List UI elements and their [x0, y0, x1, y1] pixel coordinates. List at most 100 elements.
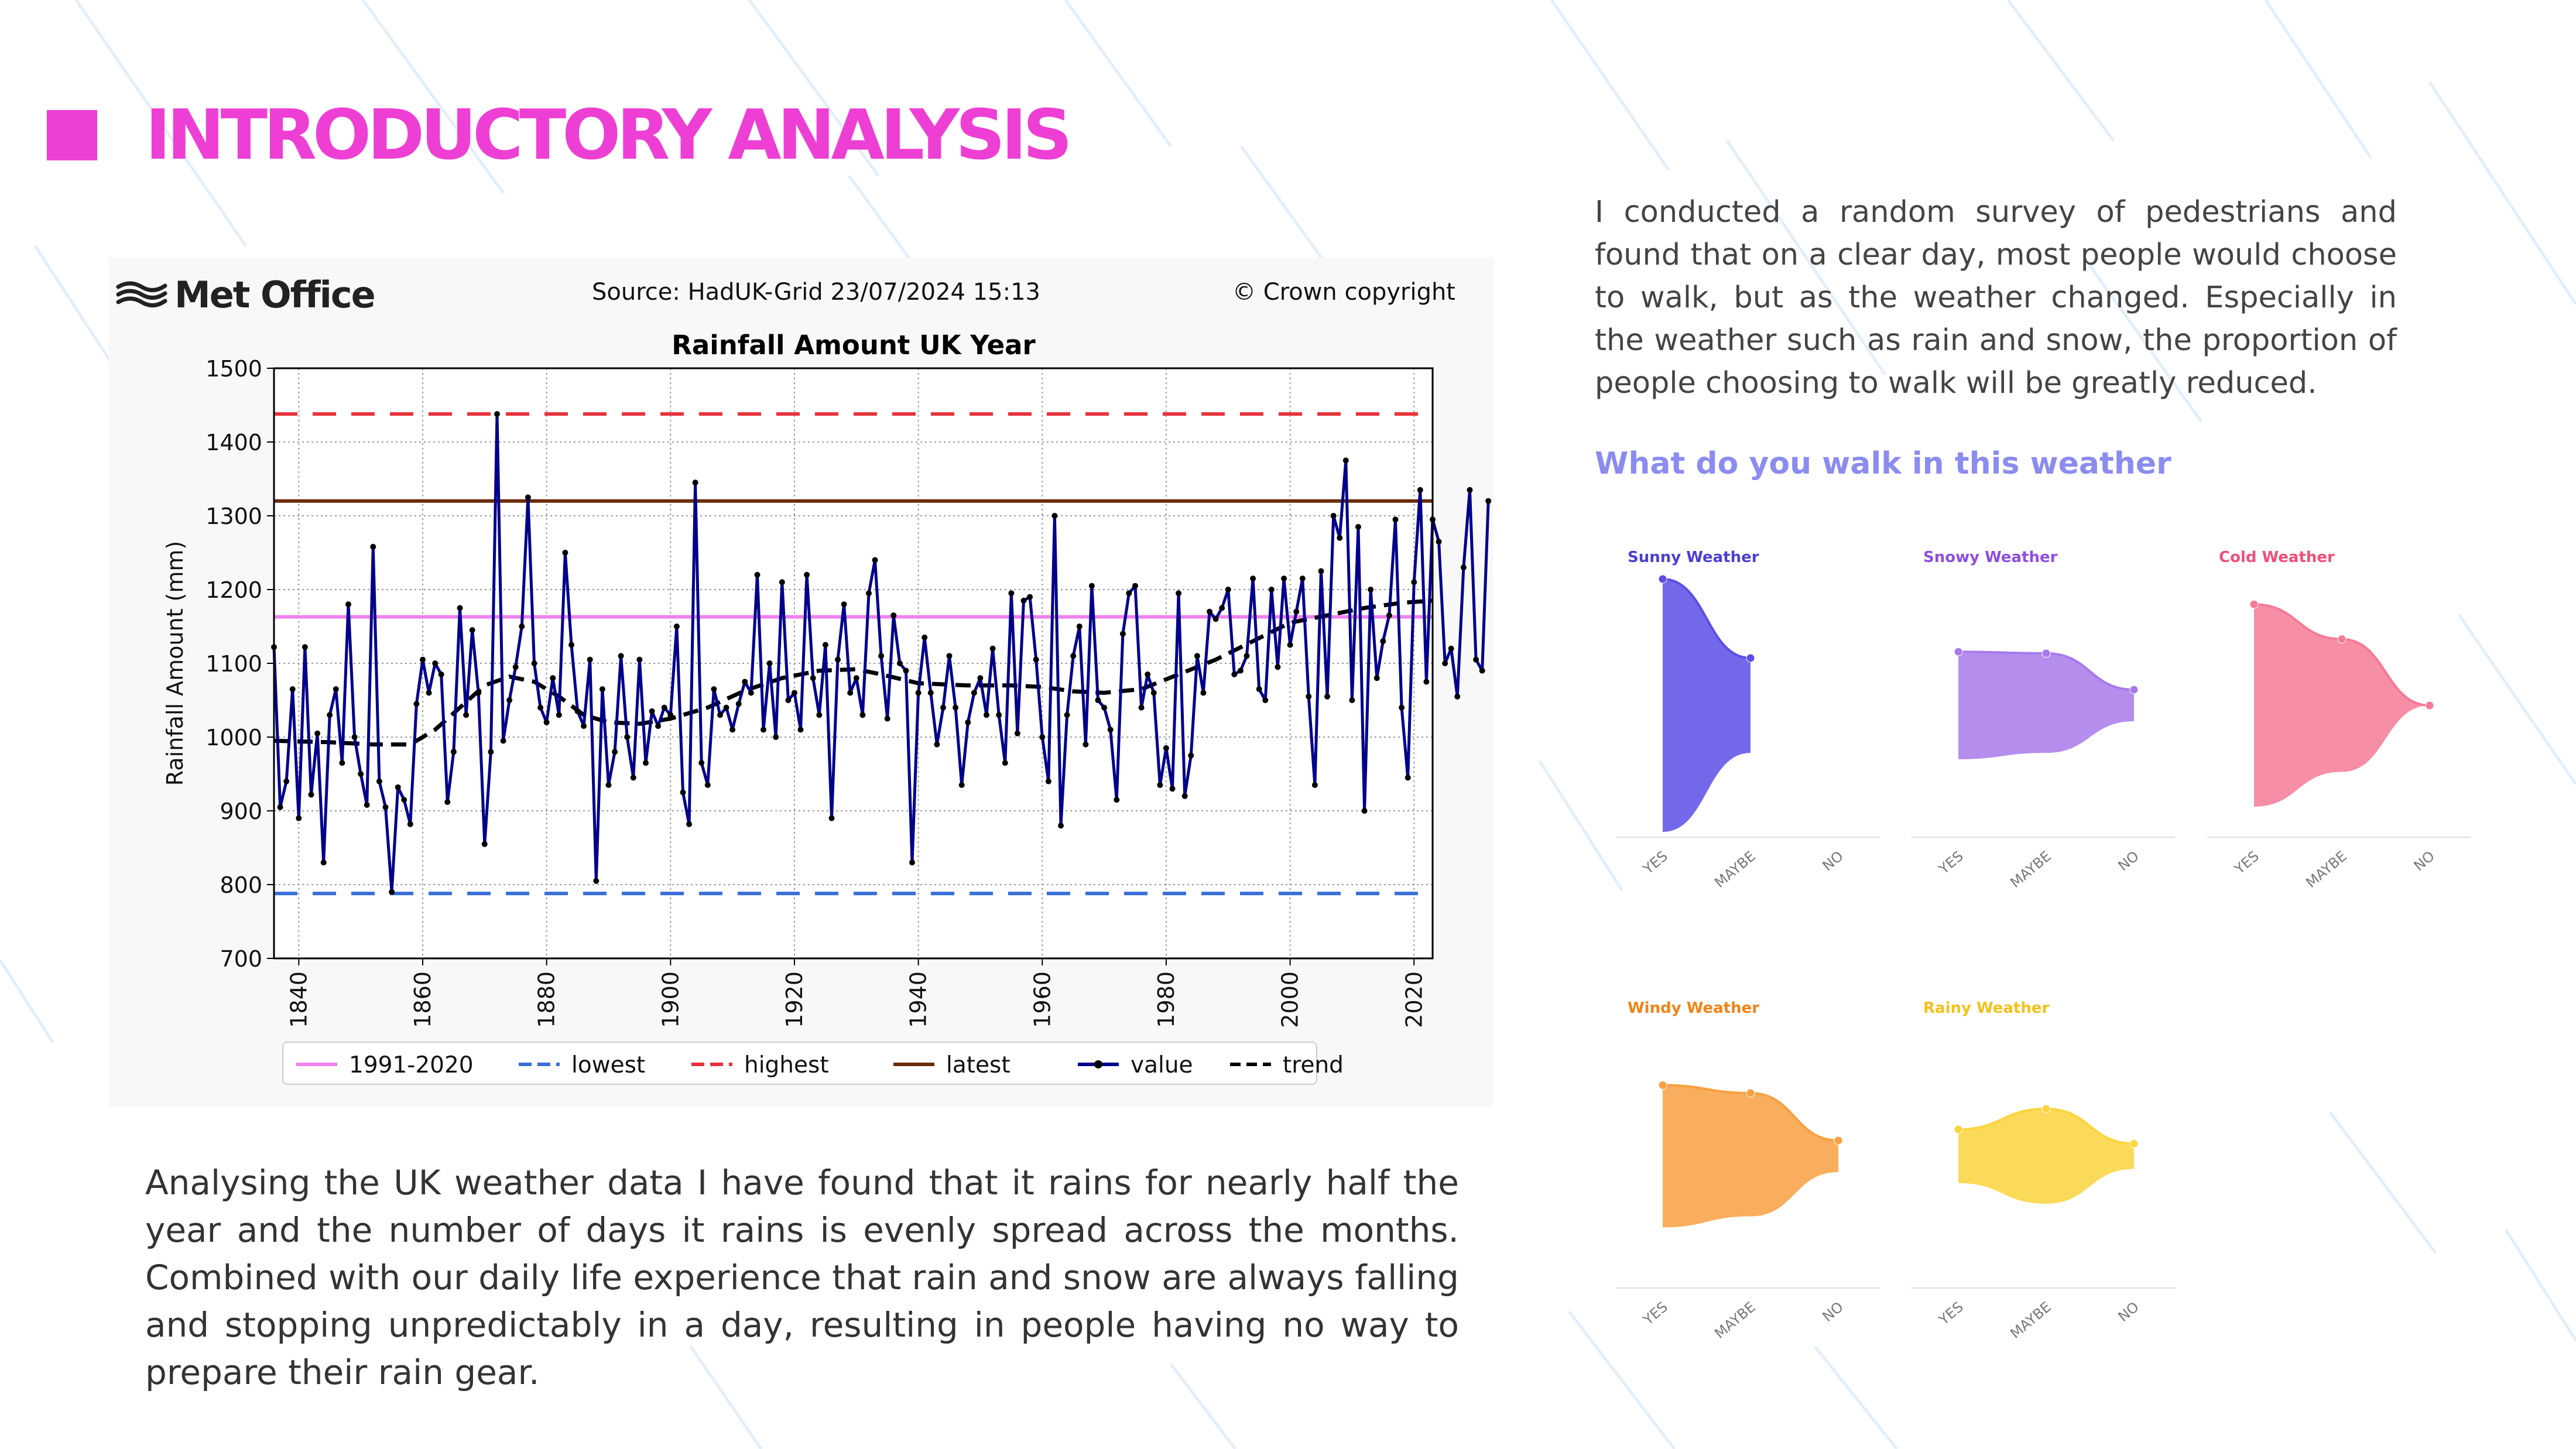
value-point	[1027, 594, 1033, 600]
value-point	[481, 841, 488, 847]
value-point	[1237, 667, 1244, 674]
value-point	[847, 690, 854, 696]
windy-weather-chart: Windy Weather YES MAYBE NO	[1616, 999, 1879, 1342]
value-point	[296, 815, 302, 821]
survey-point	[1746, 1088, 1755, 1098]
value-point	[1095, 697, 1101, 703]
value-point	[593, 878, 600, 884]
x-tick-label: 1940	[906, 971, 931, 1028]
value-point	[494, 411, 500, 417]
value-point	[872, 557, 878, 563]
survey-point	[2249, 600, 2259, 609]
mini-x-label: MAYBE	[2303, 848, 2349, 891]
value-point	[599, 686, 605, 693]
legend-label: highest	[744, 1052, 829, 1078]
value-point	[1460, 564, 1467, 571]
value-point	[1076, 624, 1083, 629]
value-point	[1014, 730, 1020, 737]
value-point	[401, 797, 407, 803]
value-point	[1020, 597, 1027, 604]
value-point	[531, 660, 537, 666]
value-point	[1330, 513, 1337, 519]
value-point	[1008, 590, 1015, 597]
value-point	[909, 859, 915, 866]
value-point	[581, 723, 587, 729]
survey-area	[1958, 1109, 2134, 1204]
value-point	[550, 675, 556, 681]
value-point	[896, 660, 903, 666]
background-streak	[0, 959, 54, 1043]
value-point	[525, 494, 531, 501]
value-point	[333, 686, 339, 693]
value-point	[1275, 664, 1281, 670]
value-point	[1392, 516, 1399, 523]
value-point	[277, 804, 283, 810]
value-point	[704, 782, 711, 788]
value-point	[339, 760, 345, 766]
value-point	[1479, 667, 1485, 674]
value-point	[965, 719, 971, 725]
value-point	[822, 642, 828, 648]
chart-copyright: © Crown copyright	[1232, 279, 1455, 306]
value-point	[407, 821, 413, 827]
value-point	[1299, 576, 1306, 582]
value-point	[754, 571, 761, 578]
value-point	[792, 690, 797, 696]
value-point	[1033, 656, 1039, 663]
value-point	[915, 690, 922, 696]
mini-x-label: YES	[1936, 848, 1967, 878]
value-point	[500, 738, 506, 744]
value-point	[1002, 760, 1008, 766]
value-point	[853, 675, 859, 681]
value-point	[283, 778, 290, 785]
value-point	[742, 679, 748, 685]
value-point	[618, 653, 624, 659]
value-point	[574, 708, 581, 714]
value-point	[537, 704, 544, 711]
y-tick-label: 900	[220, 799, 262, 824]
rainy-weather-chart: Rainy Weather YES MAYBE NO	[1912, 999, 2175, 1342]
mini-x-label: NO	[1820, 848, 1847, 874]
value-point	[1126, 590, 1132, 597]
value-point	[457, 605, 463, 611]
value-point	[1064, 712, 1070, 718]
value-point	[953, 704, 959, 711]
value-point	[859, 712, 866, 718]
value-point	[1436, 539, 1442, 545]
value-point	[1145, 671, 1151, 677]
background-streak	[2007, 0, 2115, 142]
value-point	[1083, 741, 1089, 748]
survey-point	[1954, 1125, 1963, 1134]
survey-point	[2337, 635, 2347, 644]
value-point	[1051, 513, 1058, 519]
value-point	[1138, 704, 1145, 711]
value-point	[1337, 535, 1343, 541]
mini-x-label: YES	[1640, 1299, 1671, 1328]
value-point	[475, 690, 482, 696]
x-tick-label: 1920	[782, 971, 807, 1028]
value-point	[723, 704, 729, 711]
logo-wave-icon	[116, 281, 167, 292]
value-point	[841, 601, 847, 608]
value-point	[711, 686, 717, 693]
value-point	[426, 690, 432, 696]
mini-x-label: MAYBE	[2007, 1299, 2054, 1342]
value-point	[927, 690, 934, 696]
value-point	[934, 741, 940, 748]
value-point	[686, 821, 693, 827]
legend-box	[282, 1042, 1317, 1085]
value-point	[946, 653, 953, 659]
y-tick-label: 1000	[205, 725, 262, 751]
value-point	[382, 804, 389, 810]
survey-question: What do you walk in this weather	[1595, 446, 2171, 481]
mini-x-label: MAYBE	[2007, 848, 2054, 891]
x-tick-label: 1980	[1153, 971, 1179, 1028]
value-point	[984, 712, 989, 718]
value-point	[680, 789, 686, 796]
survey-point	[1746, 653, 1755, 663]
value-point	[1114, 797, 1120, 803]
survey-paragraph: I conducted a random survey of pedestria…	[1595, 195, 2397, 400]
background-streak	[1064, 0, 1173, 148]
x-tick-label: 2000	[1277, 971, 1303, 1028]
value-point	[376, 778, 382, 785]
